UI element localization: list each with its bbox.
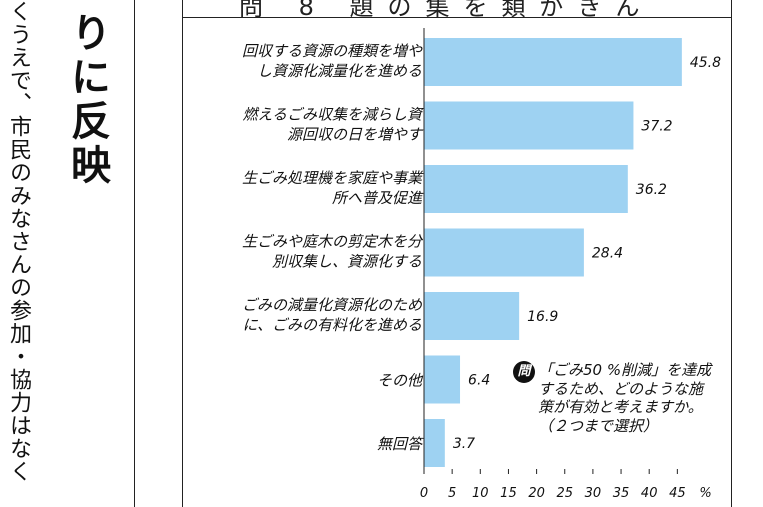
category-label: 回収する資源の種類を増や: [242, 42, 423, 60]
x-tick-label: 5: [448, 486, 456, 501]
data-label: 28.4: [592, 246, 623, 262]
category-label: 源回収の日を増やす: [287, 126, 424, 144]
chart-frame: 問 8 題の集を類がきん 45.8 回収する資源の種類を増やし資源化減量化を進める…: [182, 0, 732, 507]
bar: [424, 165, 628, 213]
x-tick-label: %: [699, 486, 711, 501]
bar: [424, 292, 520, 340]
chart-title-bar: 問 8 題の集を類がきん: [183, 0, 731, 18]
x-tick-label: 35: [613, 486, 630, 501]
question-text: 「ごみ50 %削減」を達成 するため、どのような施 策が有効と考えますか。 （２…: [538, 361, 731, 435]
chart-title: 問 8 題の集を類がきん: [239, 0, 654, 18]
category-label: 生ごみ処理機を家庭や事業: [242, 169, 424, 187]
category-label: し資源化減量化を進める: [257, 62, 422, 80]
data-label: 36.2: [636, 182, 667, 198]
x-tick-label: 30: [585, 486, 602, 501]
bar: [424, 228, 584, 277]
data-label: 45.8: [690, 55, 721, 71]
category-label: 所へ普及促進: [332, 189, 424, 207]
x-tick-label: 0: [420, 486, 428, 501]
article-body-line: くうえで、市民のみなさんの参加・協力はなく: [6, 0, 31, 483]
question-line: （２つまで選択）: [538, 416, 659, 435]
bar: [424, 355, 461, 404]
x-tick-label: 25: [556, 486, 573, 501]
bar: [424, 101, 634, 150]
data-label: 16.9: [527, 309, 558, 325]
category-label: ごみの減量化資源化のため: [242, 296, 423, 314]
data-label: 37.2: [641, 119, 672, 135]
category-label: 生ごみや庭木の剪定木を分: [242, 233, 424, 251]
category-label: 燃えるごみ収集を減らし資: [242, 106, 424, 124]
question-line: 策が有効と考えますか。: [538, 398, 703, 416]
x-tick-label: 10: [472, 486, 489, 501]
data-label: 3.7: [453, 436, 475, 452]
x-tick-label: 45: [669, 486, 686, 501]
question-line: 「ごみ50 %削減」を達成: [538, 361, 712, 379]
category-label: 別収集し、資源化する: [272, 253, 422, 271]
x-tick-label: 15: [500, 486, 517, 501]
article-text-column: りに反映 くうえで、市民のみなさんの参加・協力はなく: [0, 0, 135, 507]
question-badge: 問: [513, 361, 535, 383]
category-label: その他: [377, 372, 424, 390]
bar: [424, 419, 445, 467]
bar: [424, 38, 682, 86]
category-label: 無回答: [377, 435, 424, 453]
article-heading: りに反映: [64, 12, 110, 188]
question-line: するため、どのような施: [538, 379, 704, 398]
category-label: に、ごみの有料化を進める: [242, 316, 422, 334]
data-label: 6.4: [468, 373, 490, 389]
x-tick-label: 20: [528, 486, 545, 501]
x-tick-label: 40: [641, 486, 658, 501]
